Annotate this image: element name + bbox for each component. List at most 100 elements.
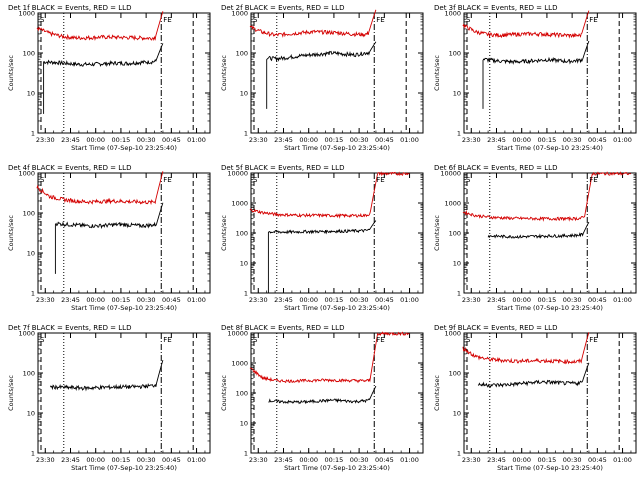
panel-det-8: Det 8f BLACK = Events, RED = LLD 1 10 100 10… <box>220 324 424 472</box>
series-lld-line <box>377 171 410 177</box>
marker-s: S <box>253 16 258 24</box>
x-tick-label: 01:00 <box>400 296 419 304</box>
x-tick-label: 01:00 <box>187 456 206 464</box>
y-tick-label: 1 <box>31 450 35 458</box>
x-tick-label: 23:45 <box>487 456 506 464</box>
x-tick-label: 00:45 <box>588 136 607 144</box>
x-tick-label: 01:00 <box>613 456 632 464</box>
x-tick-label: 00:00 <box>86 136 105 144</box>
plot-frame <box>37 12 211 134</box>
marker-fe: FE <box>163 336 171 344</box>
y-tick-label: 1000 <box>231 10 248 18</box>
y-tick-label: 100 <box>23 210 35 218</box>
y-tick-label: 10000 <box>440 170 461 178</box>
y-tick-label: 1 <box>457 290 461 298</box>
x-axis-label: Start Time (07-Sep-10 23:25:40) <box>284 304 390 312</box>
y-tick-label: 1 <box>457 450 461 458</box>
x-tick-label: 23:45 <box>274 136 293 144</box>
panel-det-6: Det 6f BLACK = Events, RED = LLD 1 10 100 10… <box>433 164 637 312</box>
x-tick-label: 00:15 <box>112 136 131 144</box>
panel-det-2: Det 2f BLACK = Events, RED = LLD 1 10 100 10… <box>220 4 424 152</box>
x-axis-label: Start Time (07-Sep-10 23:25:40) <box>71 144 177 152</box>
panel-title: Det 4f BLACK = Events, RED = LLD <box>8 164 131 172</box>
marker-s: S <box>40 336 45 344</box>
x-tick-label: 00:30 <box>137 456 156 464</box>
panel-det-5: Det 5f BLACK = Events, RED = LLD 1 10 100 10… <box>220 164 424 312</box>
x-tick-label: 00:30 <box>350 296 369 304</box>
series-events-line <box>477 362 590 388</box>
series-events-line <box>43 43 164 114</box>
y-axis-label: Counts/sec <box>433 215 441 251</box>
series-events-line <box>267 220 377 293</box>
panel-det-1: Det 1f BLACK = Events, RED = LLD 1 10 100 10… <box>7 4 211 152</box>
panel-title: Det 2f BLACK = Events, RED = LLD <box>221 4 344 12</box>
panel-det-4: Det 4f BLACK = Events, RED = LLD 1 10 100 10… <box>7 164 211 312</box>
x-tick-label: 23:30 <box>249 456 268 464</box>
x-tick-label: 23:30 <box>462 296 481 304</box>
y-tick-label: 10 <box>240 260 248 268</box>
marker-s: S <box>253 336 258 344</box>
y-tick-label: 10 <box>453 410 461 418</box>
y-tick-label: 1000 <box>231 360 248 368</box>
x-tick-label: 23:45 <box>487 136 506 144</box>
x-tick-label: 23:30 <box>249 136 268 144</box>
x-tick-label: 00:45 <box>162 136 181 144</box>
y-axis-label: Counts/sec <box>433 375 441 411</box>
marker-s: S <box>466 176 471 184</box>
series-events-line <box>266 41 377 109</box>
x-tick-label: 00:45 <box>375 136 394 144</box>
x-axis-label: Start Time (07-Sep-10 23:25:40) <box>284 464 390 472</box>
marker-s: S <box>466 16 471 24</box>
x-tick-label: 00:45 <box>375 456 394 464</box>
panel-det-9: Det 9f BLACK = Events, RED = LLD 1 10 100 10… <box>433 324 637 472</box>
marker-s: S <box>40 176 45 184</box>
x-tick-label: 23:30 <box>462 136 481 144</box>
series-lld-line <box>462 10 590 39</box>
x-tick-label: 00:15 <box>325 136 344 144</box>
y-tick-label: 100 <box>23 50 35 58</box>
plot-frame <box>250 12 424 134</box>
y-tick-label: 1000 <box>444 10 461 18</box>
panel-title: Det 9f BLACK = Events, RED = LLD <box>434 324 557 332</box>
x-tick-label: 23:30 <box>249 296 268 304</box>
x-tick-label: 00:15 <box>538 456 557 464</box>
x-tick-label: 00:00 <box>512 136 531 144</box>
marker-fe: FE <box>163 16 171 24</box>
x-tick-label: 01:00 <box>187 296 206 304</box>
x-tick-label: 00:45 <box>588 456 607 464</box>
x-tick-label: 01:00 <box>613 296 632 304</box>
x-tick-label: 00:15 <box>538 296 557 304</box>
panel-title: Det 8f BLACK = Events, RED = LLD <box>221 324 344 332</box>
x-tick-label: 00:45 <box>588 296 607 304</box>
x-tick-label: 23:45 <box>61 456 80 464</box>
x-tick-label: 00:30 <box>350 136 369 144</box>
y-axis-label: Counts/sec <box>220 375 228 411</box>
series-lld-line <box>249 173 379 219</box>
x-tick-label: 00:15 <box>325 296 344 304</box>
series-lld-line <box>462 173 593 222</box>
marker-fe: FE <box>589 16 597 24</box>
y-tick-label: 10 <box>240 420 248 428</box>
series-events-line <box>54 202 164 274</box>
marker-fe: FE <box>376 16 384 24</box>
x-tick-label: 00:30 <box>350 456 369 464</box>
y-axis-label: Counts/sec <box>7 375 15 411</box>
y-axis-label: Counts/sec <box>7 55 15 91</box>
x-tick-label: 00:45 <box>162 296 181 304</box>
y-tick-label: 1000 <box>444 330 461 338</box>
x-axis-label: Start Time (07-Sep-10 23:25:40) <box>71 304 177 312</box>
x-tick-label: 01:00 <box>400 136 419 144</box>
y-tick-label: 1000 <box>231 200 248 208</box>
y-axis-label: Counts/sec <box>7 215 15 251</box>
x-tick-label: 00:00 <box>299 296 318 304</box>
series-lld-line <box>377 331 410 337</box>
series-events-line <box>482 40 590 109</box>
x-tick-label: 23:30 <box>462 456 481 464</box>
x-tick-label: 01:00 <box>613 136 632 144</box>
x-axis-label: Start Time (07-Sep-10 23:25:40) <box>497 144 603 152</box>
x-tick-label: 00:15 <box>538 136 557 144</box>
y-tick-label: 10 <box>240 90 248 98</box>
y-tick-label: 1 <box>31 130 35 138</box>
plot-frame <box>463 12 637 134</box>
